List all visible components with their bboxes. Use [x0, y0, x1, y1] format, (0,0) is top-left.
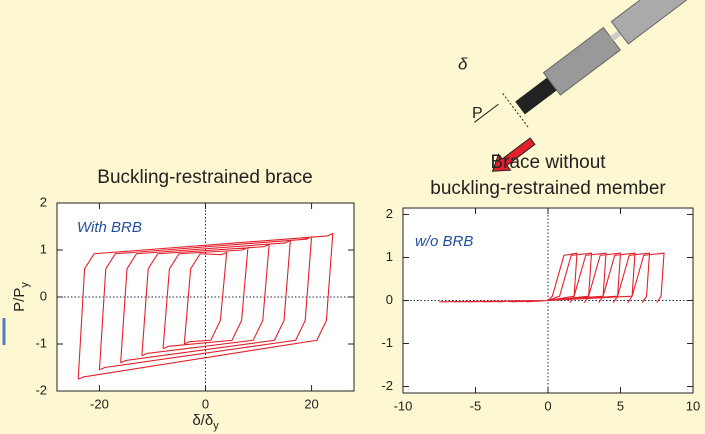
- x-tick-label: 5: [617, 398, 624, 413]
- y-tick-label: -1: [35, 335, 47, 350]
- x-axis-label-sub: y: [213, 420, 219, 432]
- y-tick-label: -2: [35, 382, 47, 397]
- y-tick-label: 0: [386, 292, 393, 307]
- force-label: P: [472, 105, 483, 122]
- figure: δ P Buckling-restrained brace-20020-2-10…: [0, 0, 705, 434]
- x-tick-label: 20: [304, 396, 318, 411]
- chart-title: Brace without: [490, 152, 606, 173]
- y-tick-label: -2: [381, 378, 393, 393]
- x-tick-label: -20: [90, 396, 109, 411]
- y-axis-label-sub: y: [19, 282, 31, 288]
- y-tick-label: -1: [381, 335, 393, 350]
- x-tick-label: -10: [394, 398, 413, 413]
- page: δ P Buckling-restrained brace-20020-2-10…: [0, 0, 705, 434]
- y-axis-label-main: P/P: [11, 288, 28, 312]
- y-tick-label: 2: [40, 194, 47, 209]
- x-tick-label: 0: [202, 396, 209, 411]
- x-tick-label: 0: [544, 398, 551, 413]
- x-tick-label: 10: [686, 398, 700, 413]
- y-tick-label: 1: [386, 249, 393, 264]
- chart-title: Buckling-restrained brace: [97, 167, 312, 188]
- chart-title: buckling-restrained member: [430, 178, 666, 199]
- x-tick-label: -5: [470, 398, 482, 413]
- x-axis-label-main: δ/δ: [192, 412, 213, 429]
- y-tick-label: 2: [386, 206, 393, 221]
- y-tick-label: 0: [40, 288, 47, 303]
- y-tick-label: 1: [40, 241, 47, 256]
- delta-label: δ: [458, 54, 468, 73]
- annotation: w/o BRB: [415, 233, 473, 250]
- annotation: With BRB: [77, 219, 142, 236]
